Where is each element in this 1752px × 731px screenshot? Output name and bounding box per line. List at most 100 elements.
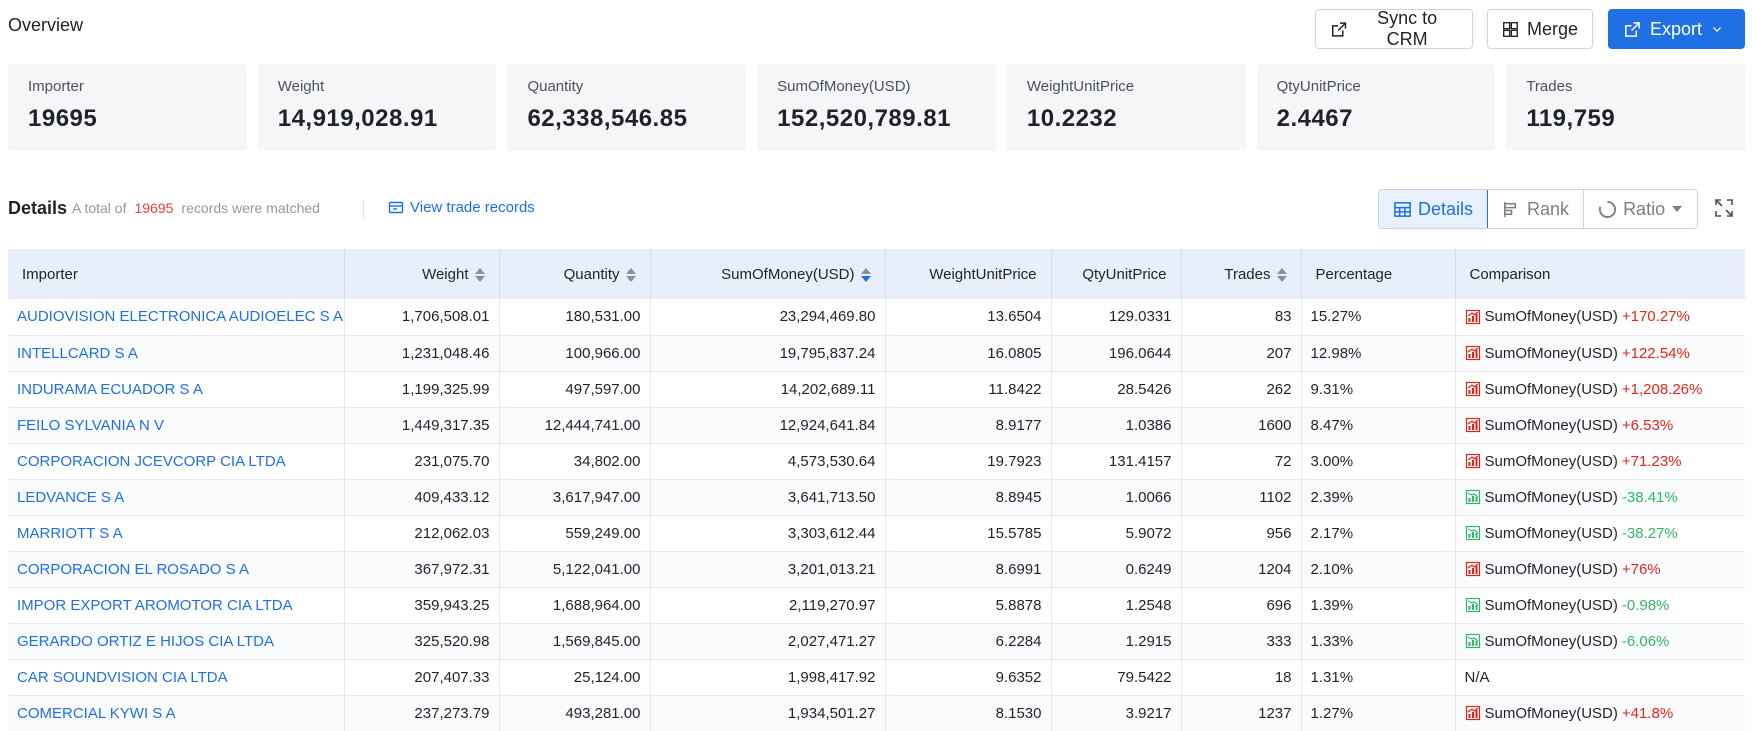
cell-comparison: SumOfMoney(USD) -38.41% bbox=[1455, 479, 1745, 516]
cell-percentage: 15.27% bbox=[1301, 299, 1456, 336]
card-label: Trades bbox=[1526, 78, 1573, 95]
importer-link[interactable]: CORPORACION EL ROSADO S A bbox=[17, 560, 249, 578]
tab-details[interactable]: Details bbox=[1379, 190, 1489, 228]
cell-quantity: 1,569,845.00 bbox=[499, 623, 651, 660]
cell-trades: 1204 bbox=[1181, 551, 1302, 588]
cell-qtyunitprice: 79.5422 bbox=[1051, 659, 1182, 696]
importer-link[interactable]: COMERCIAL KYWI S A bbox=[17, 704, 176, 722]
cell-sumofmoney: 2,027,471.27 bbox=[650, 623, 886, 660]
comparison-change: +170.27% bbox=[1621, 308, 1690, 326]
cell-weight: 1,231,048.46 bbox=[344, 335, 500, 372]
comparison-cell: SumOfMoney(USD) -38.27% bbox=[1465, 525, 1737, 542]
export-button[interactable]: Export bbox=[1608, 9, 1745, 49]
column-header: Importer bbox=[22, 265, 78, 283]
cell-comparison: N/A bbox=[1455, 659, 1745, 696]
cell-comparison: SumOfMoney(USD) -0.98% bbox=[1455, 587, 1745, 624]
importer-link[interactable]: CAR SOUNDVISION CIA LTDA bbox=[17, 668, 228, 686]
col-percentage: Percentage bbox=[1301, 249, 1456, 299]
cell-trades: 956 bbox=[1181, 515, 1302, 552]
cell-comparison: SumOfMoney(USD) +41.8% bbox=[1455, 695, 1745, 731]
cell-weightunitprice: 16.0805 bbox=[885, 335, 1052, 372]
importer-link[interactable]: LEDVANCE S A bbox=[17, 488, 125, 506]
importer-link[interactable]: IMPOR EXPORT AROMOTOR CIA LTDA bbox=[17, 596, 293, 614]
comparison-metric: SumOfMoney(USD) bbox=[1484, 380, 1618, 398]
cell-quantity: 12,444,741.00 bbox=[499, 407, 651, 444]
sync-to-crm-button[interactable]: Sync to CRM bbox=[1315, 8, 1473, 49]
column-header: WeightUnitPrice bbox=[929, 265, 1037, 283]
trend-down-icon bbox=[1465, 597, 1480, 613]
tab-rank[interactable]: Rank bbox=[1488, 190, 1585, 228]
importer-link[interactable]: FEILO SYLVANIA N V bbox=[17, 416, 164, 434]
cell-weightunitprice: 8.6991 bbox=[885, 551, 1052, 588]
table-row: COMERCIAL KYWI S A 237,273.79 493,281.00 1,… bbox=[8, 695, 1745, 731]
importer-link[interactable]: INTELLCARD S A bbox=[17, 344, 138, 362]
cell-percentage: 12.98% bbox=[1301, 335, 1456, 372]
trend-up-icon bbox=[1465, 705, 1480, 721]
col-weight[interactable]: Weight bbox=[344, 249, 500, 299]
comparison-metric: SumOfMoney(USD) bbox=[1484, 452, 1618, 470]
cell-weightunitprice: 5.8878 bbox=[885, 587, 1052, 624]
cell-percentage: 8.47% bbox=[1301, 407, 1456, 444]
cell-sumofmoney: 14,202,689.11 bbox=[650, 371, 886, 408]
cell-trades: 333 bbox=[1181, 623, 1302, 660]
card-label: Weight bbox=[277, 78, 325, 95]
view-trade-records-link[interactable]: View trade records bbox=[388, 199, 535, 216]
cell-quantity: 1,688,964.00 bbox=[499, 587, 651, 624]
fullscreen-icon[interactable] bbox=[1714, 198, 1734, 218]
cell-percentage: 1.39% bbox=[1301, 587, 1456, 624]
comparison-change: +41.8% bbox=[1621, 704, 1674, 722]
comparison-metric: SumOfMoney(USD) bbox=[1484, 704, 1618, 722]
merge-button[interactable]: Merge bbox=[1487, 9, 1593, 49]
sort-icon[interactable] bbox=[1276, 267, 1287, 282]
overview-card-weightunitprice: WeightUnitPrice 10.2232 bbox=[1006, 64, 1246, 151]
tab-ratio[interactable]: Ratio bbox=[1584, 190, 1697, 228]
table-row: CORPORACION EL ROSADO S A 367,972.31 5,122… bbox=[8, 551, 1745, 588]
cell-weight: 237,273.79 bbox=[344, 695, 500, 731]
col-trades[interactable]: Trades bbox=[1181, 249, 1302, 299]
overview-card-quantity: Quantity 62,338,546.85 bbox=[507, 64, 747, 151]
cell-quantity: 180,531.00 bbox=[499, 299, 651, 336]
chevron-down-icon bbox=[1713, 27, 1721, 32]
importer-link[interactable]: AUDIOVISION ELECTRONICA AUDIOELEC S A bbox=[17, 308, 343, 326]
view-trade-records-label: View trade records bbox=[410, 199, 535, 216]
comparison-change: -6.06% bbox=[1621, 632, 1670, 650]
sort-desc-icon[interactable] bbox=[860, 267, 871, 282]
details-title: Details bbox=[8, 198, 68, 218]
table-icon bbox=[1394, 201, 1411, 217]
cell-sumofmoney: 3,201,013.21 bbox=[650, 551, 886, 588]
table-row: GERARDO ORTIZ E HIJOS CIA LTDA 325,520.98… bbox=[8, 623, 1745, 660]
importer-link[interactable]: MARRIOTT S A bbox=[17, 524, 123, 542]
col-quantity[interactable]: Quantity bbox=[499, 249, 651, 299]
sort-icon[interactable] bbox=[625, 267, 636, 282]
col-importer: Importer bbox=[8, 249, 345, 299]
cell-comparison: SumOfMoney(USD) +76% bbox=[1455, 551, 1745, 588]
cell-weight: 212,062.03 bbox=[344, 515, 500, 552]
summary-prefix: A total of bbox=[72, 200, 127, 216]
sort-icon[interactable] bbox=[474, 267, 485, 282]
ratio-icon bbox=[1599, 200, 1617, 218]
col-sumofmoney[interactable]: SumOfMoney(USD) bbox=[650, 249, 886, 299]
importer-link[interactable]: GERARDO ORTIZ E HIJOS CIA LTDA bbox=[17, 632, 274, 650]
cell-weight: 1,449,317.35 bbox=[344, 407, 500, 444]
importer-link[interactable]: INDURAMA ECUADOR S A bbox=[17, 380, 203, 398]
cell-weightunitprice: 15.5785 bbox=[885, 515, 1052, 552]
cell-percentage: 2.39% bbox=[1301, 479, 1456, 516]
col-qtyunitprice: QtyUnitPrice bbox=[1051, 249, 1182, 299]
comparison-cell: SumOfMoney(USD) +122.54% bbox=[1465, 345, 1737, 362]
importer-table: Importer Weight Quantity SumOfMoney(USD)… bbox=[8, 249, 1745, 731]
column-header: SumOfMoney(USD) bbox=[721, 265, 855, 283]
comparison-change: -38.27% bbox=[1621, 524, 1678, 542]
comparison-cell: SumOfMoney(USD) +1,208.26% bbox=[1465, 381, 1737, 398]
cell-weightunitprice: 13.6504 bbox=[885, 299, 1052, 336]
cell-weight: 359,943.25 bbox=[344, 587, 500, 624]
cell-comparison: SumOfMoney(USD) +6.53% bbox=[1455, 407, 1745, 444]
cell-quantity: 493,281.00 bbox=[499, 695, 651, 731]
cell-qtyunitprice: 28.5426 bbox=[1051, 371, 1182, 408]
cell-trades: 696 bbox=[1181, 587, 1302, 624]
card-label: Importer bbox=[28, 78, 84, 95]
cell-trades: 18 bbox=[1181, 659, 1302, 696]
card-value: 10.2232 bbox=[1026, 105, 1118, 132]
cell-quantity: 3,617,947.00 bbox=[499, 479, 651, 516]
importer-link[interactable]: CORPORACION JCEVCORP CIA LTDA bbox=[17, 452, 286, 470]
cell-percentage: 9.31% bbox=[1301, 371, 1456, 408]
